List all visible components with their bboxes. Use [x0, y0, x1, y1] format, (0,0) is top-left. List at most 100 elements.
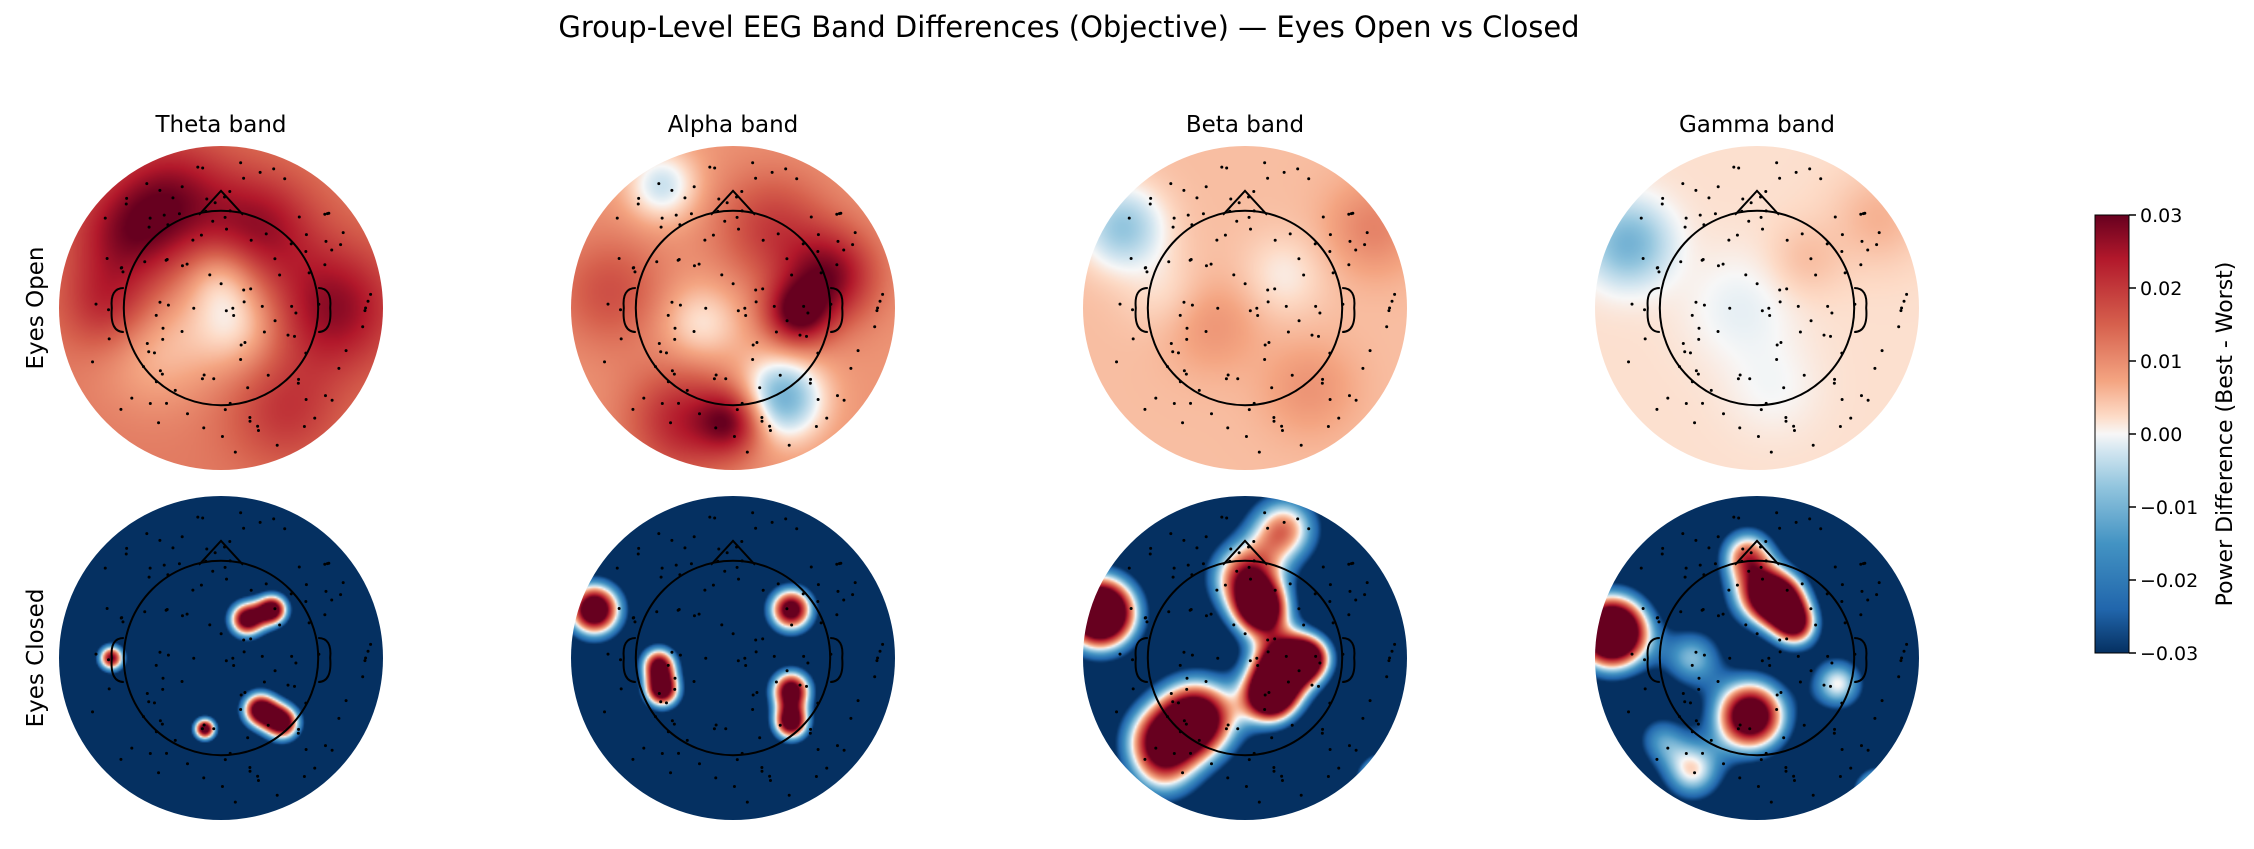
topomap-panel [1595, 496, 1919, 820]
sensor-dot [673, 676, 677, 680]
sensor-dot [735, 758, 739, 762]
sensor-dot [790, 623, 794, 627]
sensor-dot [1252, 751, 1256, 755]
sensor-dot [1272, 415, 1276, 419]
sensor-dot [228, 540, 232, 544]
sensor-dot [1169, 182, 1173, 186]
sensor-dot [770, 520, 774, 524]
sensor-dot [1822, 683, 1826, 687]
sensor-dot [1764, 751, 1768, 755]
sensor-dot [1317, 684, 1321, 688]
sensor-dot [713, 166, 717, 170]
sensor-dot [1393, 642, 1397, 646]
sensor-dot [160, 372, 164, 376]
sensor-dot [1866, 748, 1870, 752]
sensor-dot [814, 775, 818, 779]
sensor-dot [808, 731, 812, 735]
sensor-dot [1229, 547, 1233, 551]
sensor-dot [761, 287, 765, 291]
sensor-dot [1679, 260, 1683, 264]
sensor-dot [180, 330, 184, 334]
sensor-dot [703, 588, 707, 592]
sensor-dot [125, 546, 129, 550]
sensor-dot [1365, 581, 1369, 585]
sensor-dot [1832, 381, 1836, 385]
sensor-dot [1873, 716, 1877, 720]
sensor-dot [785, 257, 789, 261]
sensor-dots [603, 511, 885, 804]
nose-outline [1734, 539, 1780, 566]
sensor-dot [161, 326, 165, 330]
sensor-dot [670, 369, 674, 373]
sensor-dot [704, 656, 708, 660]
sensor-dot [1247, 195, 1251, 199]
sensor-dot [1297, 319, 1301, 323]
sensor-dot [1131, 658, 1135, 662]
sensor-dot [1666, 396, 1670, 400]
colorbar-gradient [2094, 214, 2130, 654]
sensor-dot [683, 546, 687, 550]
sensor-dot [323, 263, 327, 267]
sensor-dot [1722, 412, 1726, 416]
sensor-dot [1354, 598, 1358, 602]
sensor-dot [816, 583, 820, 587]
sensor-dot [307, 271, 311, 275]
sensor-dot [659, 700, 663, 704]
sensor-dot [856, 349, 860, 353]
sensor-dot [205, 547, 209, 551]
sensor-dot [842, 398, 846, 402]
sensor-dot [1361, 366, 1365, 370]
sensor-dot [361, 675, 365, 679]
sensor-dot [1737, 166, 1741, 170]
sensor-dot [1224, 377, 1228, 381]
sensor-dot [1210, 412, 1214, 416]
sensor-dot [1313, 592, 1317, 596]
sensor-dot [1337, 416, 1341, 420]
sensor-dot [678, 573, 682, 577]
sensor-dot [1656, 616, 1660, 620]
left-ear-outline [110, 637, 124, 683]
sensor-dot [1643, 658, 1647, 662]
sensor-dot [666, 730, 670, 734]
sensor-dot [273, 257, 277, 261]
sensor-dot [1832, 731, 1836, 735]
sensor-dot [717, 197, 721, 201]
sensor-dot [660, 751, 664, 755]
sensor-dot [243, 691, 247, 695]
sensor-dot [1318, 661, 1322, 665]
sensor-dot [1341, 302, 1345, 306]
sensor-dot [717, 547, 721, 551]
sensor-dot [1310, 333, 1314, 337]
sensor-dot [1226, 426, 1230, 430]
sensor-dot [1247, 408, 1251, 412]
sensor-dot [1759, 408, 1763, 412]
sensor-dot [1785, 238, 1789, 242]
sensor-dot [660, 401, 664, 405]
sensor-dot [660, 216, 664, 220]
sensor-dot [147, 225, 151, 229]
sensor-dot [162, 563, 166, 567]
sensor-dot [809, 727, 813, 731]
sensor-dot [1657, 620, 1661, 624]
sensor-dot [678, 653, 682, 657]
topomap-field [571, 496, 895, 820]
topomap-panel [1083, 496, 1407, 820]
sensor-dot [304, 397, 308, 401]
sensor-dot [258, 170, 262, 174]
sensor-dot [242, 526, 246, 530]
colorbar-tick-label: 0.02 [2140, 278, 2182, 300]
sensor-dot [157, 421, 161, 425]
sensor-dot [1696, 722, 1700, 726]
sensor-dots [1115, 511, 1397, 804]
sensor-dot [1838, 775, 1842, 779]
sensor-dot [339, 593, 343, 597]
sensor-dot [242, 288, 246, 292]
sensor-dot [1302, 623, 1306, 627]
head-outline [634, 209, 832, 407]
sensor-dot [161, 676, 165, 680]
sensor-dot [363, 309, 367, 313]
sensor-dot [787, 793, 791, 797]
sensor-dot [293, 334, 297, 338]
sensor-dot [1853, 302, 1857, 306]
sensor-dot [246, 736, 250, 740]
